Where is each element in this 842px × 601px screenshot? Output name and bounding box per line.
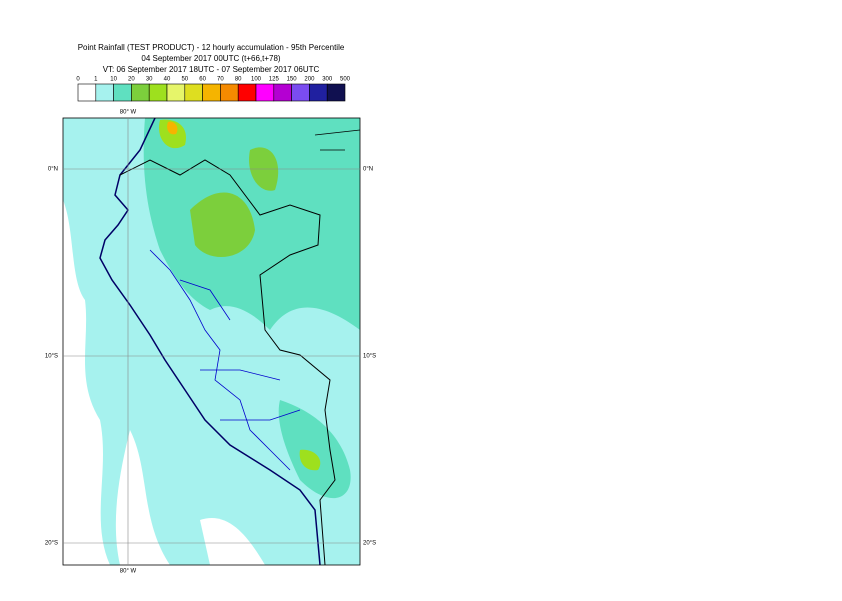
legend-label: 40 (164, 77, 171, 83)
legend-label: 300 (322, 77, 333, 83)
legend-swatch (237, 83, 257, 102)
legend-label: 500 (340, 77, 351, 83)
legend-label: 0 (76, 77, 80, 83)
legend-swatch (166, 83, 186, 102)
legend-label: 100 (251, 77, 262, 83)
legend-swatch (131, 83, 150, 102)
legend-label: 70 (217, 77, 224, 83)
legend-label: 60 (199, 77, 206, 83)
legend-swatch (95, 83, 114, 102)
legend-swatch (309, 83, 328, 102)
lat-label: 10°S (45, 354, 58, 360)
legend-label: 200 (304, 77, 315, 83)
lat-label: 20°S (363, 541, 376, 547)
lat-label: 0°N (363, 167, 373, 173)
lat-label: 20°S (45, 541, 58, 547)
legend-swatch (255, 83, 275, 102)
legend-swatch (113, 83, 132, 102)
legend-swatch (184, 83, 203, 102)
lat-label: 10°S (363, 354, 376, 360)
legend-swatch (202, 83, 221, 102)
lat-label: 0°N (48, 167, 58, 173)
legend-swatch (326, 83, 346, 102)
legend-label: 1 (94, 77, 98, 83)
legend-swatch (148, 83, 168, 102)
legend-swatch (291, 83, 310, 102)
lon-label: 80° W (120, 110, 137, 116)
legend-swatch (220, 83, 239, 102)
valid-time: VT: 06 September 2017 18UTC - 07 Septemb… (103, 65, 320, 74)
legend-label: 20 (128, 77, 135, 83)
title: Point Rainfall (TEST PRODUCT) - 12 hourl… (78, 43, 345, 52)
legend-label: 10 (110, 77, 117, 83)
legend-swatch (273, 83, 292, 102)
legend-swatch (77, 83, 97, 102)
legend-label: 125 (269, 77, 280, 83)
legend-label: 150 (287, 77, 298, 83)
legend-label: 80 (235, 77, 242, 83)
lon-label: 80° W (120, 569, 137, 575)
legend-label: 30 (146, 77, 153, 83)
legend-label: 50 (181, 77, 188, 83)
subtitle: 04 September 2017 00UTC (t+66,t+78) (141, 54, 281, 63)
map (63, 118, 360, 565)
